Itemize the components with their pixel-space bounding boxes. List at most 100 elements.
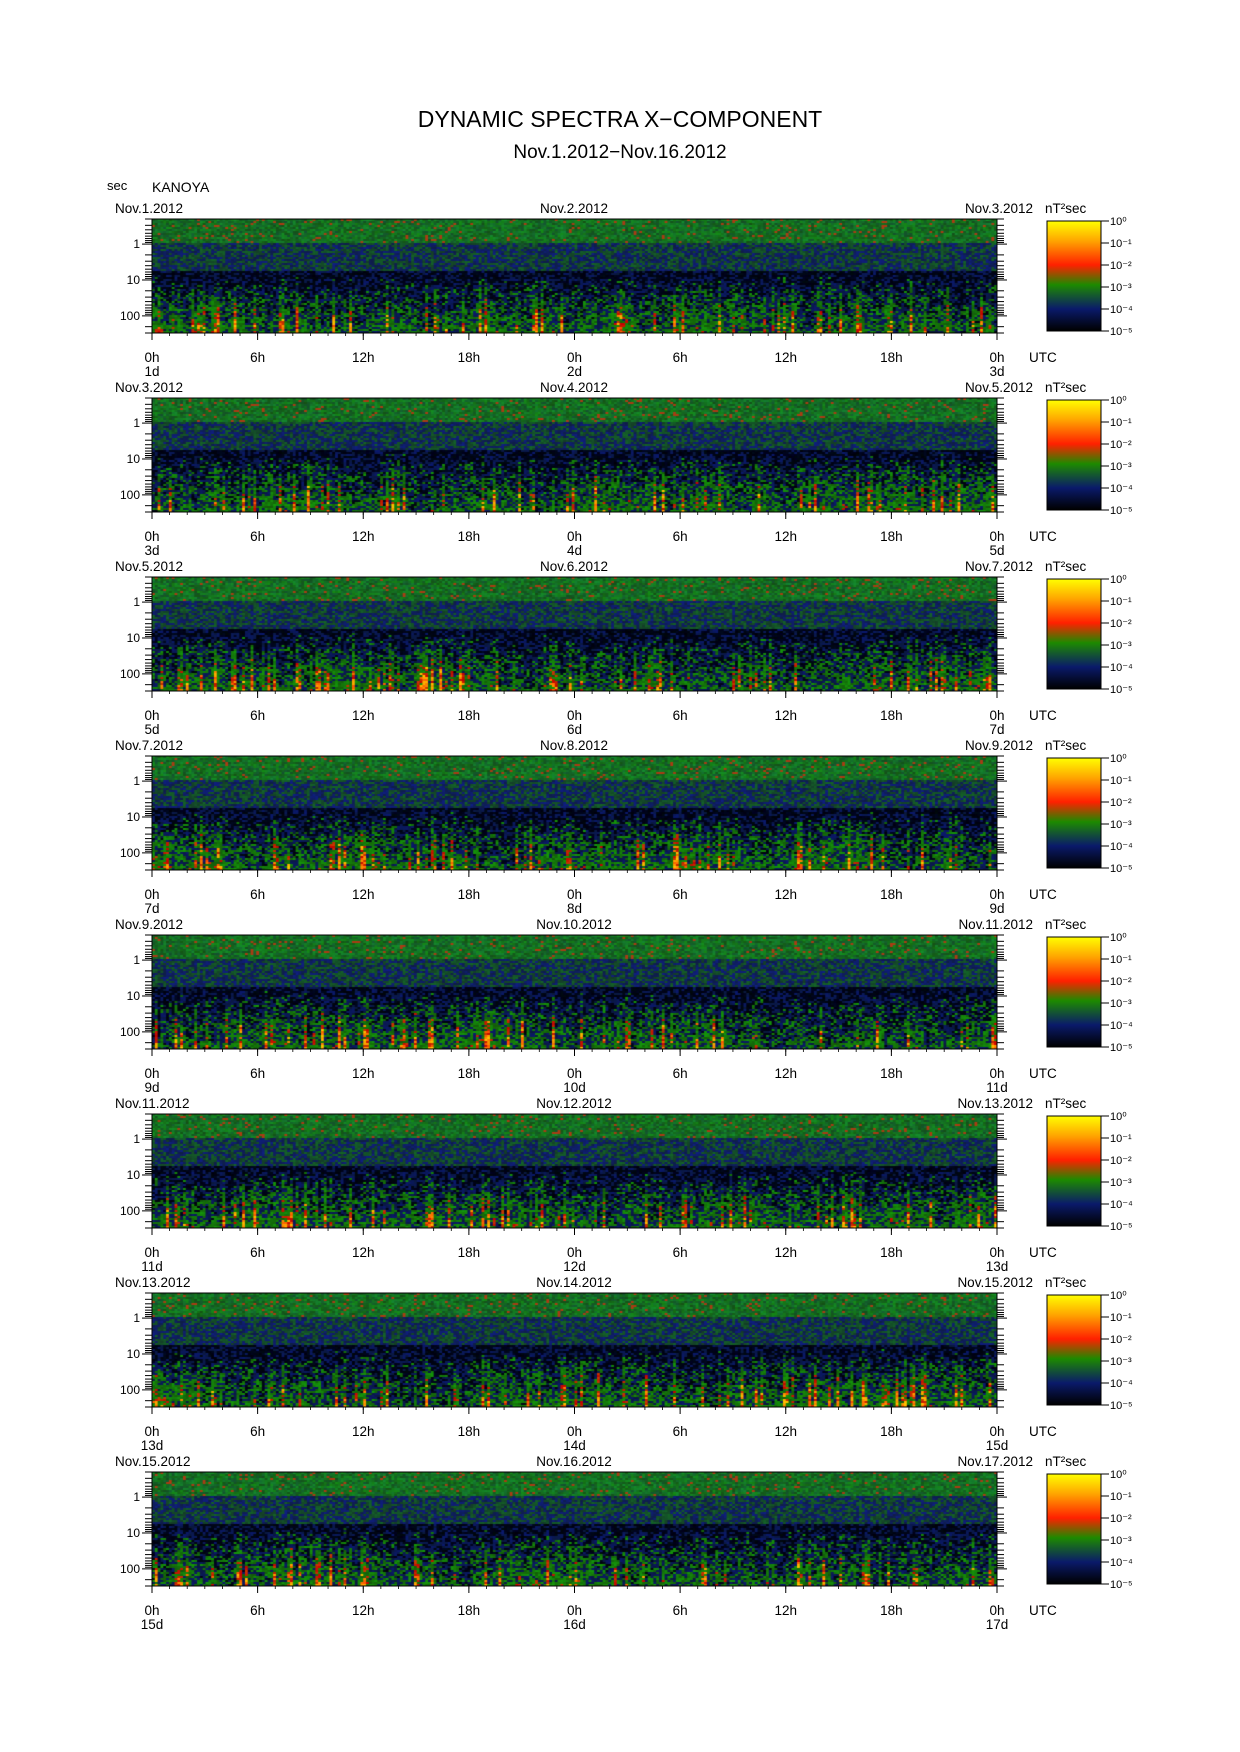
y-tick-label: 100 [120,1383,140,1397]
panel-5: Nov.9.2012 Nov.10.2012 Nov.11.2012 1 10 100 0h… [115,917,1133,1095]
y-tick-label: 10 [127,1168,141,1182]
panel-day-right: 5d [989,543,1004,558]
panel-day-left: 9d [144,1080,159,1095]
colorbar-unit: nT²sec [1045,1275,1087,1290]
panel-date-right: Nov.9.2012 [965,738,1033,753]
spectrogram-image [152,219,997,333]
panel-day-mid: 8d [567,901,582,916]
colorbar-tick-label: 10⁰ [1110,1290,1127,1302]
colorbar-tick-label: 10⁻⁵ [1110,505,1133,517]
x-tick-label: 18h [458,887,481,902]
colorbar-tick-label: 10⁻⁴ [1110,1378,1133,1390]
x-tick-label: 18h [880,529,903,544]
panel-date-right: Nov.13.2012 [957,1096,1033,1111]
panel-day-left: 15d [141,1617,164,1632]
colorbar-tick-label: 10⁰ [1110,574,1127,586]
x-tick-label: 12h [352,708,375,723]
x-tick-label: 6h [673,1603,688,1618]
panel-date-mid: Nov.8.2012 [540,738,608,753]
panel-date-left: Nov.9.2012 [115,917,183,932]
x-tick-label: 12h [774,887,797,902]
panel-date-right: Nov.11.2012 [958,917,1033,932]
y-tick-label: 1 [133,595,140,609]
panel-day-right: 13d [986,1259,1009,1274]
x-axis-unit: UTC [1029,529,1057,544]
x-tick-label: 6h [250,1245,265,1260]
x-tick-label: 0h [989,350,1004,365]
colorbar-unit: nT²sec [1045,738,1087,753]
colorbar-unit: nT²sec [1045,1096,1087,1111]
x-tick-label: 0h [989,1066,1004,1081]
x-tick-label: 0h [144,1066,159,1081]
colorbar-tick-label: 10⁻⁵ [1110,1579,1133,1591]
colorbar-tick-label: 10⁻² [1110,1334,1132,1346]
x-tick-label: 0h [989,887,1004,902]
colorbar [1046,1473,1102,1585]
x-tick-label: 18h [458,529,481,544]
panel-date-left: Nov.13.2012 [115,1275,191,1290]
panel-date-mid: Nov.12.2012 [536,1096,612,1111]
colorbar-tick-label: 10⁰ [1110,753,1127,765]
x-tick-label: 6h [250,1066,265,1081]
colorbar-unit: nT²sec [1045,201,1087,216]
panel-day-left: 1d [144,364,159,379]
colorbar-tick-label: 10⁻¹ [1110,1312,1132,1324]
x-axis-unit: UTC [1029,1424,1057,1439]
panel-date-left: Nov.11.2012 [115,1096,190,1111]
x-tick-label: 0h [567,529,582,544]
x-tick-label: 18h [880,1603,903,1618]
colorbar-tick-label: 10⁻¹ [1110,238,1132,250]
panel-day-mid: 4d [567,543,582,558]
y-tick-label: 1 [133,1490,140,1504]
chart-title: DYNAMIC SPECTRA X−COMPONENT [417,106,823,132]
panel-date-mid: Nov.4.2012 [540,380,608,395]
colorbar-tick-label: 10⁻² [1110,618,1132,630]
x-tick-label: 18h [880,887,903,902]
colorbar-tick-label: 10⁻⁵ [1110,863,1133,875]
y-tick-label: 100 [120,1204,140,1218]
panel-day-left: 11d [141,1259,163,1274]
panel-date-right: Nov.7.2012 [965,559,1033,574]
panel-day-left: 5d [144,722,159,737]
panel-day-right: 15d [986,1438,1009,1453]
colorbar-tick-label: 10⁻¹ [1110,1133,1132,1145]
panel-day-left: 7d [144,901,159,916]
panel-6: Nov.11.2012 Nov.12.2012 Nov.13.2012 1 10 100 0… [115,1096,1133,1274]
colorbar-tick-label: 10⁻¹ [1110,417,1132,429]
y-tick-label: 10 [127,631,141,645]
colorbar-tick-label: 10⁻³ [1110,819,1132,831]
panel-day-mid: 14d [563,1438,586,1453]
x-tick-label: 18h [458,1066,481,1081]
y-tick-label: 1 [133,953,140,967]
colorbar-tick-label: 10⁻⁴ [1110,662,1133,674]
x-tick-label: 12h [774,708,797,723]
panel-8: Nov.15.2012 Nov.16.2012 Nov.17.2012 1 10 100 0… [115,1454,1133,1632]
x-tick-label: 0h [144,887,159,902]
x-tick-label: 12h [352,1603,375,1618]
colorbar-tick-label: 10⁻³ [1110,640,1132,652]
x-tick-label: 0h [989,708,1004,723]
colorbar-tick-label: 10⁻¹ [1110,775,1132,787]
y-tick-label: 10 [127,452,141,466]
panel-date-right: Nov.5.2012 [965,380,1033,395]
x-tick-label: 0h [567,1603,582,1618]
y-tick-label: 100 [120,309,140,323]
panel-date-right: Nov.17.2012 [957,1454,1033,1469]
x-tick-label: 18h [458,1424,481,1439]
colorbar-tick-label: 10⁻³ [1110,1535,1132,1547]
spectrogram-image [152,935,997,1049]
x-tick-label: 0h [567,708,582,723]
x-tick-label: 12h [774,1245,797,1260]
x-axis-unit: UTC [1029,1066,1057,1081]
panel-day-mid: 6d [567,722,582,737]
y-tick-label: 100 [120,1025,140,1039]
y-tick-label: 10 [127,1526,141,1540]
x-tick-label: 12h [352,350,375,365]
colorbar-tick-label: 10⁻⁵ [1110,1400,1133,1412]
colorbar-tick-label: 10⁻² [1110,439,1132,451]
x-tick-label: 0h [144,1245,159,1260]
y-tick-label: 1 [133,416,140,430]
x-tick-label: 0h [989,1424,1004,1439]
x-tick-label: 18h [458,1603,481,1618]
x-tick-label: 6h [673,1066,688,1081]
